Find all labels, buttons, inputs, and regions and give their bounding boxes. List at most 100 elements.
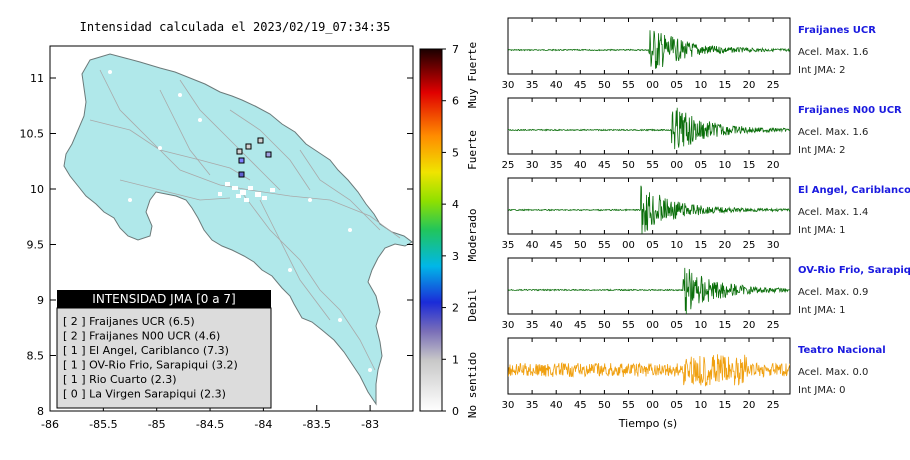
waveform-tick-label: 10 bbox=[694, 80, 707, 91]
colorbar-tick-label: 0 bbox=[452, 405, 459, 418]
map-y-tick-label: 9.5 bbox=[27, 239, 45, 252]
station-acel: Acel. Max. 1.6 bbox=[798, 127, 868, 138]
waveform-trace bbox=[508, 354, 790, 387]
legend-title: INTENSIDAD JMA [0 a 7] bbox=[92, 292, 235, 306]
waveform-tick-label: 05 bbox=[646, 240, 659, 251]
colorbar-category-label: Fuerte bbox=[466, 130, 479, 170]
map-y-tick-label: 8 bbox=[37, 405, 44, 418]
station-marker[interactable] bbox=[245, 143, 252, 150]
map-x-tick-label: -83 bbox=[361, 418, 379, 431]
map-y-ticks: 11 10.5 10 9.5 9 8.5 8 bbox=[20, 72, 413, 418]
waveform-tick-label: 50 bbox=[622, 160, 635, 171]
waveform-tick-label: 35 bbox=[502, 240, 515, 251]
waveform-tick-label: 50 bbox=[598, 320, 611, 331]
station-acel: Acel. Max. 1.6 bbox=[798, 47, 868, 58]
legend-title-bar bbox=[57, 290, 271, 308]
waveform-tick-label: 40 bbox=[550, 400, 563, 411]
waveform-tick-label: 45 bbox=[574, 400, 587, 411]
waveform-tick-label: 15 bbox=[719, 80, 732, 91]
waveform-tick-label: 00 bbox=[622, 240, 635, 251]
station-marker[interactable] bbox=[238, 157, 245, 164]
waveform-panel: 30 35 40 45 50 55 00 05 10 15 20 25 OV-Rio Frio, Sar… bbox=[502, 257, 910, 331]
waveform-tick-label: 55 bbox=[646, 160, 659, 171]
map-legend: INTENSIDAD JMA [0 a 7] [ 2 ] Fraijanes U… bbox=[56, 290, 272, 409]
waveform-tick-label: 50 bbox=[598, 400, 611, 411]
legend-box bbox=[56, 307, 272, 409]
colorbar-categories: No sentido Debil Moderado Fuerte Muy Fuerte bbox=[466, 42, 479, 418]
waveform-tick-label: 45 bbox=[598, 160, 611, 171]
waveform-tick-label: 35 bbox=[550, 160, 563, 171]
colorbar-tick-label: 2 bbox=[452, 302, 459, 315]
waveform-tick-label: 05 bbox=[670, 320, 683, 331]
colorbar-tick-label: 5 bbox=[452, 146, 459, 159]
station-marker[interactable] bbox=[238, 171, 245, 178]
waveform-tick-label: 50 bbox=[574, 240, 587, 251]
legend-item: [ 2 ] Fraijanes UCR (6.5) bbox=[63, 315, 195, 328]
waveform-tick-label: 30 bbox=[502, 320, 515, 331]
station-acel: Acel. Max. 0.0 bbox=[798, 367, 868, 378]
waveform-tick-label: 35 bbox=[526, 400, 539, 411]
waveform-tick-label: 25 bbox=[743, 240, 756, 251]
waveform-tick-label: 10 bbox=[694, 400, 707, 411]
waveform-panel: 30 35 40 45 50 55 00 05 10 15 20 25 Teatro Nacional A… bbox=[502, 337, 886, 411]
waveform-tick-label: 10 bbox=[694, 320, 707, 331]
legend-item: [ 1 ] Rio Cuarto (2.3) bbox=[63, 373, 177, 386]
legend-item: [ 1 ] OV-Rio Frio, Sarapiqui (3.2) bbox=[63, 359, 238, 372]
waveform-tick-label: 15 bbox=[743, 160, 756, 171]
station-acel: Acel. Max. 1.4 bbox=[798, 207, 868, 218]
waveform-panel: 25 30 35 40 45 50 55 00 05 10 15 20 Fraijanes N00 UC… bbox=[502, 97, 902, 171]
legend-item: [ 2 ] Fraijanes N00 UCR (4.6) bbox=[63, 330, 220, 343]
map-y-tick-label: 8.5 bbox=[27, 350, 45, 363]
colorbar-category-label: Debil bbox=[466, 288, 479, 321]
map-y-tick-label: 10 bbox=[30, 183, 44, 196]
station-marker[interactable] bbox=[257, 137, 264, 144]
waveform-tick-label: 15 bbox=[719, 320, 732, 331]
waveform-tick-label: 55 bbox=[598, 240, 611, 251]
waveform-tick-label: 45 bbox=[550, 240, 563, 251]
map-x-tick-label: -85.5 bbox=[89, 418, 117, 431]
station-jma: Int JMA: 0 bbox=[798, 385, 846, 396]
waveform-tick-label: 30 bbox=[502, 80, 515, 91]
colorbar-tick-label: 7 bbox=[452, 43, 459, 56]
colorbar-category-label: Muy Fuerte bbox=[466, 42, 479, 108]
station-jma: Int JMA: 1 bbox=[798, 305, 846, 316]
waveform-tick-label: 40 bbox=[550, 320, 563, 331]
waveform-tick-label: 10 bbox=[719, 160, 732, 171]
station-jma: Int JMA: 2 bbox=[798, 145, 846, 156]
waveform-tick-label: 20 bbox=[743, 80, 756, 91]
waveform-tick-label: 45 bbox=[574, 320, 587, 331]
station-marker[interactable] bbox=[265, 151, 272, 158]
station-name: Fraijanes N00 UCR bbox=[798, 105, 902, 116]
waveform-frame bbox=[507, 97, 791, 155]
waveform-tick-label: 00 bbox=[646, 80, 659, 91]
waveform-tick-label: 30 bbox=[767, 240, 780, 251]
colorbar-category-label: No sentido bbox=[466, 352, 479, 418]
waveform-tick-label: 25 bbox=[767, 400, 780, 411]
map-x-tick-label: -85 bbox=[148, 418, 166, 431]
map-x-tick-label: -84 bbox=[254, 418, 272, 431]
waveform-tick-label: 05 bbox=[694, 160, 707, 171]
traces-xlabel: Tiempo (s) bbox=[618, 417, 677, 430]
colorbar-tick-label: 4 bbox=[452, 198, 459, 211]
colorbar-ticks: 0 1 2 3 4 5 6 7 bbox=[442, 43, 459, 418]
waveform-trace bbox=[508, 185, 790, 234]
map-y-tick-label: 11 bbox=[30, 72, 44, 85]
waveform-tick-label: 00 bbox=[646, 320, 659, 331]
station-acel: Acel. Max. 0.9 bbox=[798, 287, 868, 298]
colorbar-category-label: Moderado bbox=[466, 209, 479, 262]
station-marker[interactable] bbox=[236, 148, 243, 155]
waveform-tick-label: 45 bbox=[574, 80, 587, 91]
station-name: OV-Rio Frio, Sarapiqui bbox=[798, 265, 910, 276]
station-name: Teatro Nacional bbox=[798, 345, 886, 356]
waveform-tick-label: 55 bbox=[622, 320, 635, 331]
waveform-tick-label: 35 bbox=[526, 80, 539, 91]
waveform-trace bbox=[508, 267, 790, 314]
map-x-tick-label: -83.5 bbox=[303, 418, 331, 431]
colorbar-gradient bbox=[419, 48, 443, 412]
waveform-tick-label: 15 bbox=[694, 240, 707, 251]
waveform-panel: 30 35 40 45 50 55 00 05 10 15 20 25 Fraijanes UCR Ace… bbox=[502, 17, 876, 91]
station-name: El Angel, Cariblanco bbox=[798, 185, 910, 196]
waveform-tick-label: 25 bbox=[767, 80, 780, 91]
waveform-tick-label: 20 bbox=[743, 320, 756, 331]
